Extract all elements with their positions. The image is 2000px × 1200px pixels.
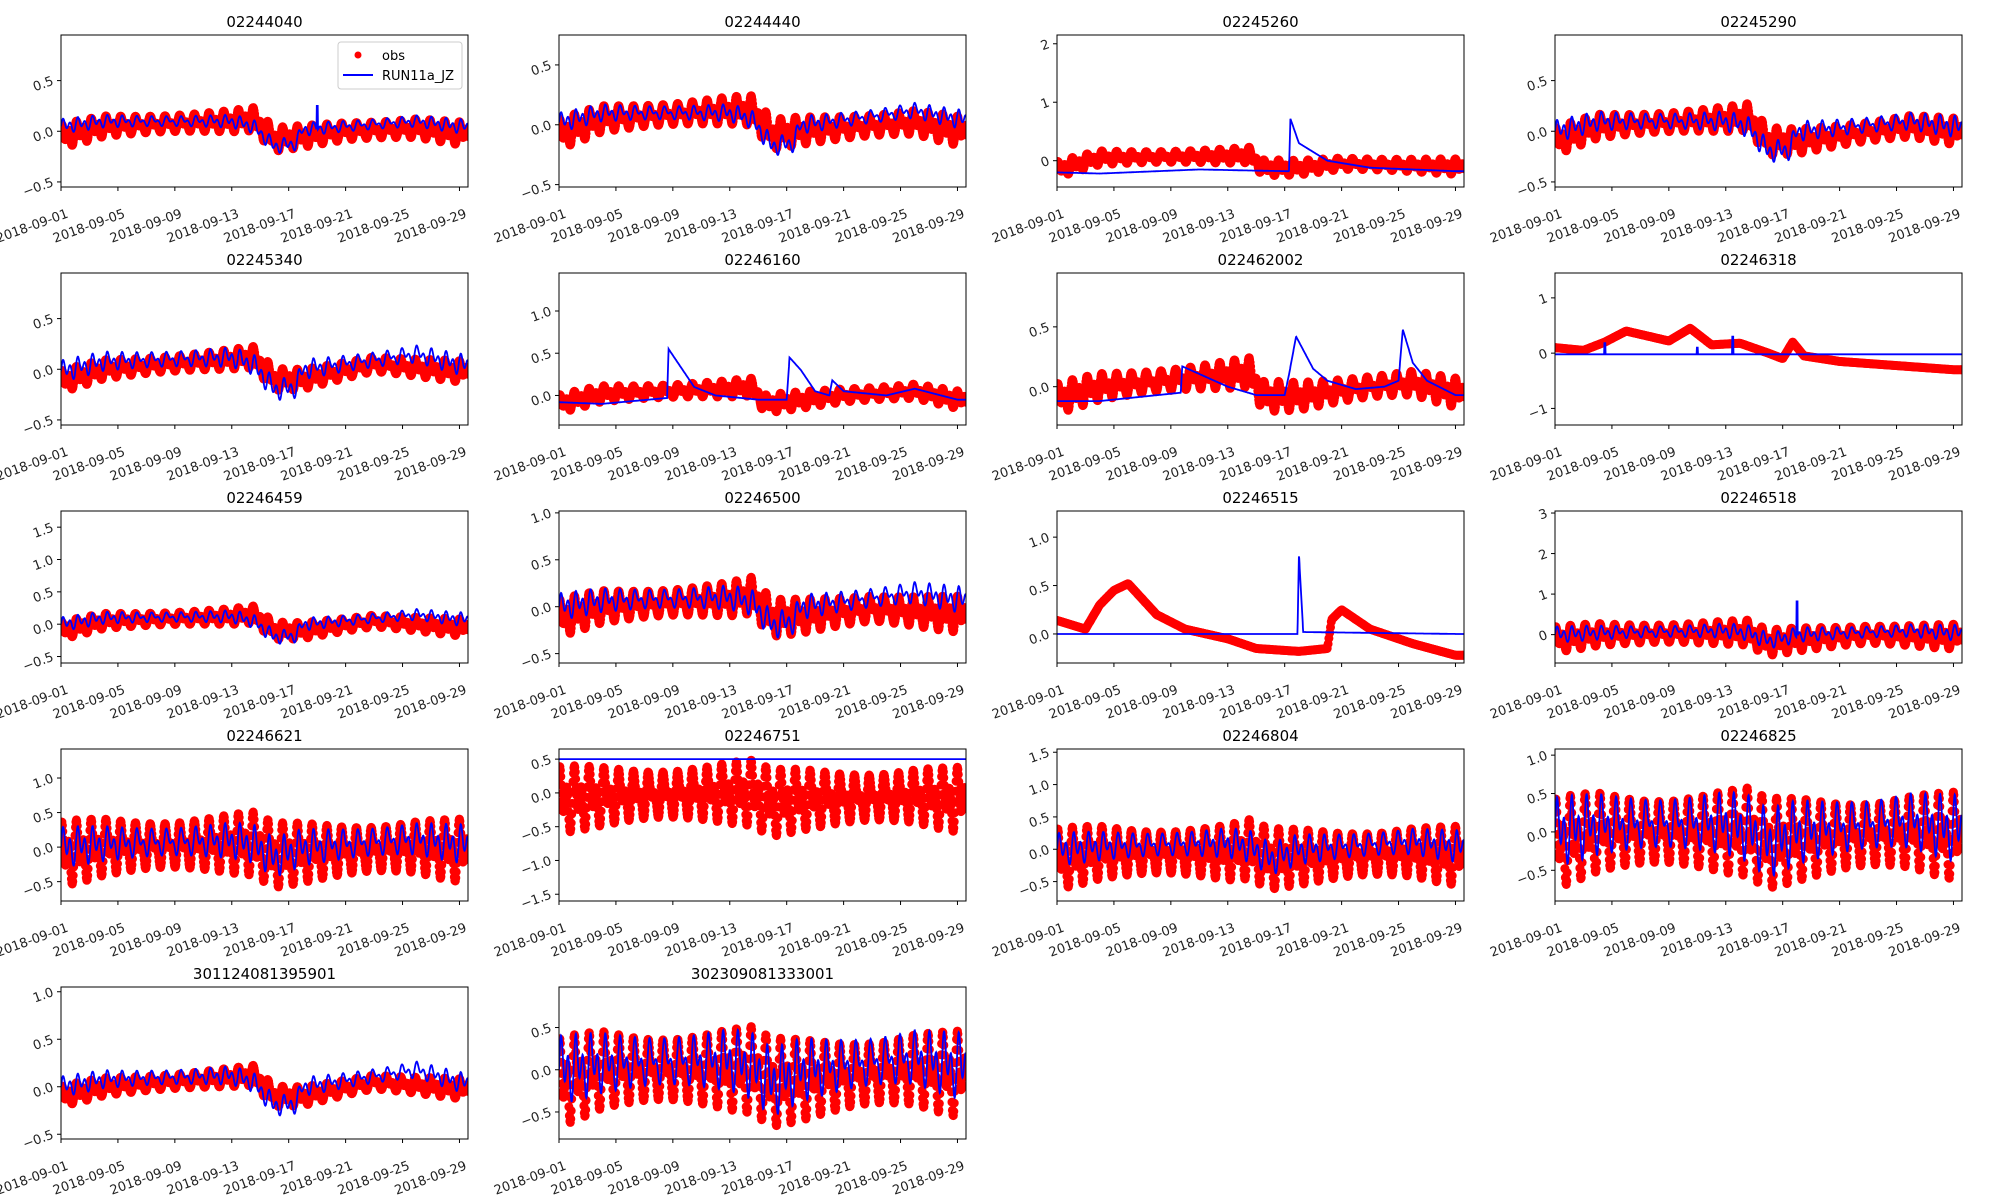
y-tick-label: 0.5: [1525, 74, 1550, 95]
subplot-02245290: 02245290−0.50.00.52018-09-012018-09-0520…: [1488, 13, 1963, 247]
obs-series: [1057, 142, 1464, 180]
subplot-title: 02245260: [1222, 13, 1298, 31]
legend: obs RUN11a_JZ: [337, 41, 463, 90]
y-tick-label: 2: [1039, 37, 1052, 54]
y-tick-label: −0.5: [1515, 175, 1550, 200]
y-tick-label: 0.0: [31, 363, 56, 384]
plot-area: [559, 91, 966, 157]
y-tick-label: 0.5: [31, 74, 56, 95]
legend-obs-label: obs: [382, 49, 405, 64]
subplot-title: 02245290: [1720, 13, 1796, 31]
axes-frame: [60, 272, 469, 426]
plot-area: [61, 342, 468, 401]
axes-frame: [1056, 34, 1465, 188]
subplot-title: 02245340: [226, 251, 302, 269]
model-series-line: [1057, 118, 1464, 175]
y-tick-label: 0.5: [529, 58, 554, 79]
obs-series: [559, 373, 966, 417]
plot-area: [61, 103, 468, 156]
plot-area: [1555, 99, 1962, 163]
obs-series: [61, 103, 468, 156]
y-tick-label: 0.0: [1525, 125, 1550, 146]
subplot-02246160: 022461600.00.51.02018-09-012018-09-05201…: [492, 251, 967, 485]
subplot-grid: 02244040−0.50.00.52018-09-012018-09-0520…: [0, 13, 1963, 1199]
y-tick-label: −0.5: [21, 175, 56, 200]
y-tick-label: 0: [1039, 154, 1052, 171]
axes-frame: [60, 34, 469, 188]
y-tick-label: −0.5: [21, 413, 56, 438]
model-series-line: [61, 105, 468, 154]
subplot-02245340: 02245340−0.50.00.52018-09-012018-09-0520…: [0, 251, 469, 485]
subplot-02245260: 022452600122018-09-012018-09-052018-09-0…: [990, 13, 1465, 247]
subplot-02244440: 02244440−0.50.00.52018-09-012018-09-0520…: [492, 13, 967, 247]
y-tick-label: 0.0: [31, 125, 56, 146]
y-tick-label: 0.5: [31, 312, 56, 333]
legend-model-label: RUN11a_JZ: [382, 69, 454, 84]
y-tick-label: 1: [1039, 96, 1052, 113]
y-tick-label: 0.0: [529, 118, 554, 139]
subplot-02244040: 02244040−0.50.00.52018-09-012018-09-0520…: [0, 13, 469, 247]
subplot-title: 02244040: [226, 13, 302, 31]
legend-obs-marker: [354, 51, 362, 59]
plot-area: [1057, 118, 1464, 180]
y-tick-label: −0.5: [519, 178, 554, 203]
model-series-line: [559, 101, 966, 157]
plot-area: [559, 345, 966, 417]
axes-frame: [558, 34, 967, 188]
obs-point: [463, 132, 468, 141]
obs-point: [961, 130, 966, 140]
subplot-title: 02244440: [724, 13, 800, 31]
